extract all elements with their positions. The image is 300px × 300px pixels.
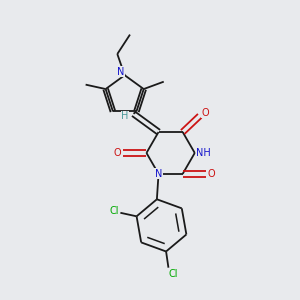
Text: N: N <box>118 67 125 77</box>
Text: O: O <box>202 108 209 118</box>
Text: NH: NH <box>196 148 211 158</box>
Text: Cl: Cl <box>169 268 178 279</box>
Text: O: O <box>208 169 215 179</box>
Text: N: N <box>155 169 162 179</box>
Text: H: H <box>121 111 128 121</box>
Text: Cl: Cl <box>109 206 119 216</box>
Text: O: O <box>114 148 122 158</box>
